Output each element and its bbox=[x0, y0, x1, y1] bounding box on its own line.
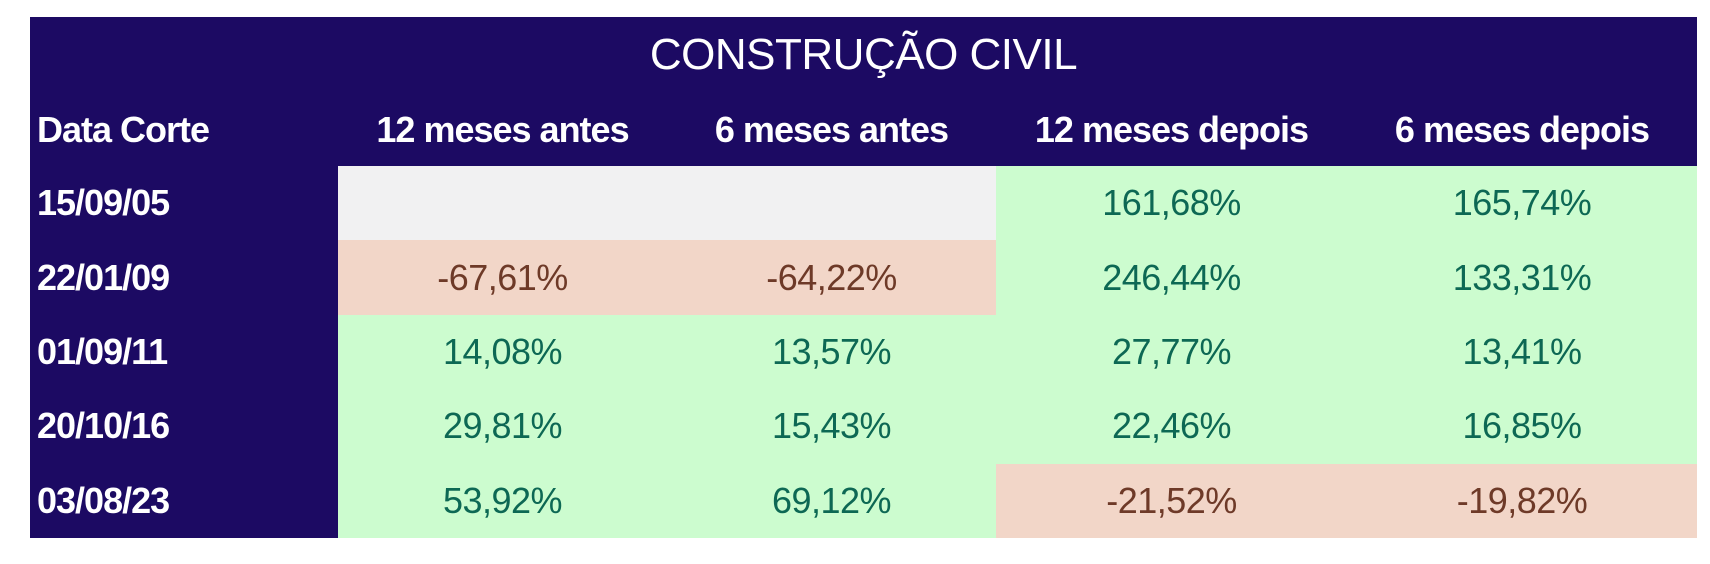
date-cell: 22/01/09 bbox=[30, 240, 338, 315]
value-cell: 29,81% bbox=[338, 389, 667, 464]
col-header-6-meses-depois: 6 meses depois bbox=[1347, 93, 1697, 166]
col-header-12-meses-depois: 12 meses depois bbox=[996, 93, 1347, 166]
value-cell: 15,43% bbox=[667, 389, 996, 464]
col-header-6-meses-antes: 6 meses antes bbox=[667, 93, 996, 166]
value-cell bbox=[667, 166, 996, 241]
value-cell: -19,82% bbox=[1347, 463, 1697, 538]
date-cell: 03/08/23 bbox=[30, 463, 338, 538]
col-header-12-meses-antes: 12 meses antes bbox=[338, 93, 667, 166]
value-cell: 165,74% bbox=[1347, 166, 1697, 241]
value-cell bbox=[338, 166, 667, 241]
value-cell: 69,12% bbox=[667, 463, 996, 538]
value-cell: 133,31% bbox=[1347, 240, 1697, 315]
date-cell: 01/09/11 bbox=[30, 314, 338, 390]
value-cell: 16,85% bbox=[1347, 389, 1697, 464]
construcao-civil-table: CONSTRUÇÃO CIVIL Data Corte 12 meses ant… bbox=[30, 17, 1697, 538]
date-cell: 20/10/16 bbox=[30, 389, 338, 464]
value-cell: 13,41% bbox=[1347, 314, 1697, 390]
value-cell: 27,77% bbox=[996, 314, 1347, 390]
value-cell: -64,22% bbox=[667, 240, 996, 315]
value-cell: 161,68% bbox=[996, 166, 1347, 241]
col-header-data-corte: Data Corte bbox=[30, 93, 338, 166]
value-cell: -67,61% bbox=[338, 240, 667, 315]
value-cell: 246,44% bbox=[996, 240, 1347, 315]
date-cell: 15/09/05 bbox=[30, 166, 338, 241]
value-cell: 53,92% bbox=[338, 463, 667, 538]
value-cell: 22,46% bbox=[996, 389, 1347, 464]
value-cell: 13,57% bbox=[667, 314, 996, 390]
table-title: CONSTRUÇÃO CIVIL bbox=[30, 17, 1697, 93]
value-cell: -21,52% bbox=[996, 463, 1347, 538]
value-cell: 14,08% bbox=[338, 314, 667, 390]
